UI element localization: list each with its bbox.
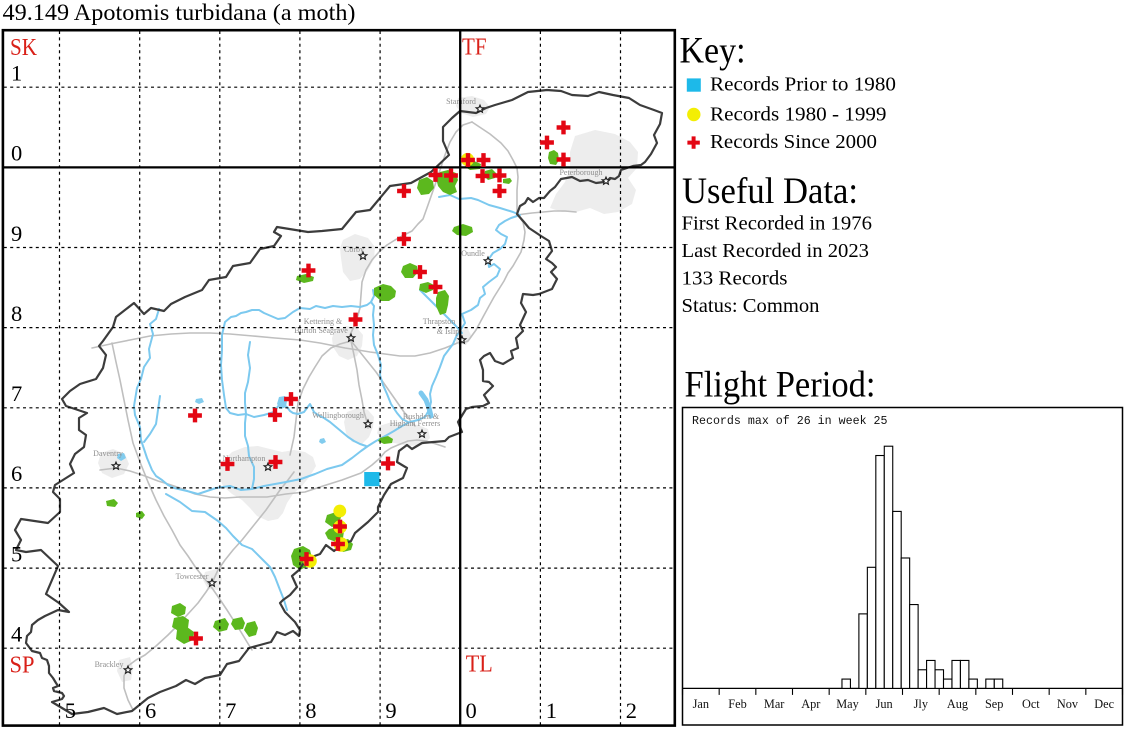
svg-text:Feb: Feb [728,697,746,711]
svg-text:Northampton: Northampton [223,454,266,463]
svg-text:Aug: Aug [947,697,968,711]
svg-text:1: 1 [546,698,557,723]
svg-text:Records 1980 - 1999: Records 1980 - 1999 [710,104,887,126]
svg-text:9: 9 [385,698,396,723]
svg-text:Oundle: Oundle [461,249,485,258]
svg-text:SP: SP [10,651,35,678]
svg-text:0: 0 [11,141,22,166]
svg-text:TF: TF [462,34,487,61]
svg-text:Records Since 2000: Records Since 2000 [710,131,877,153]
svg-text:Records max of 26 in week 25: Records max of 26 in week 25 [692,415,888,428]
svg-text:7: 7 [225,698,236,723]
svg-text:Sep: Sep [985,697,1003,711]
svg-text:Jun: Jun [876,697,893,711]
svg-text:Thrapston: Thrapston [423,317,455,326]
svg-text:5: 5 [11,541,22,566]
svg-text:Daventry: Daventry [93,449,123,458]
svg-text:Kettering &: Kettering & [304,317,343,326]
svg-text:Key:: Key: [680,29,746,70]
svg-text:Jly: Jly [914,697,929,711]
svg-text:& Islip: & Islip [437,327,459,336]
svg-text:Peterborough: Peterborough [559,168,602,177]
svg-text:7: 7 [11,381,22,406]
svg-text:9: 9 [11,221,22,246]
svg-text:133 Records: 133 Records [682,267,788,289]
svg-text:8: 8 [11,301,22,326]
svg-text:8: 8 [305,698,316,723]
svg-text:Mar: Mar [764,697,785,711]
svg-text:Jan: Jan [693,697,709,711]
svg-text:TL: TL [466,651,493,678]
svg-text:Wellingborough: Wellingborough [312,411,364,420]
svg-text:Rushden &: Rushden & [403,412,440,421]
svg-text:SK: SK [10,34,37,61]
svg-text:Higham Ferrers: Higham Ferrers [390,419,440,428]
svg-text:49.149 Apotomis turbidana (a m: 49.149 Apotomis turbidana (a moth) [3,0,356,26]
svg-text:5: 5 [65,698,76,723]
svg-text:Oct: Oct [1022,697,1040,711]
svg-text:Status: Common: Status: Common [682,295,820,317]
svg-text:Burton Seagrave: Burton Seagrave [294,326,348,335]
svg-text:Flight Period:: Flight Period: [685,364,876,405]
svg-text:May: May [836,697,859,711]
svg-text:6: 6 [145,698,156,723]
svg-text:Towcester: Towcester [176,572,209,581]
svg-text:First Recorded in 1976: First Recorded in 1976 [682,213,873,235]
svg-text:4: 4 [11,622,22,647]
svg-text:1: 1 [11,61,22,86]
svg-text:Last Recorded in 2023: Last Recorded in 2023 [682,240,870,262]
svg-text:Corby: Corby [344,245,364,254]
svg-text:Brackley: Brackley [95,660,124,669]
svg-text:2: 2 [626,698,637,723]
svg-text:6: 6 [11,461,22,486]
svg-text:Apr: Apr [801,697,820,711]
svg-text:Dec: Dec [1094,697,1114,711]
svg-text:Records Prior to 1980: Records Prior to 1980 [710,74,896,96]
svg-text:Nov: Nov [1057,697,1079,711]
svg-text:Useful Data:: Useful Data: [682,170,858,211]
svg-text:0: 0 [466,698,477,723]
